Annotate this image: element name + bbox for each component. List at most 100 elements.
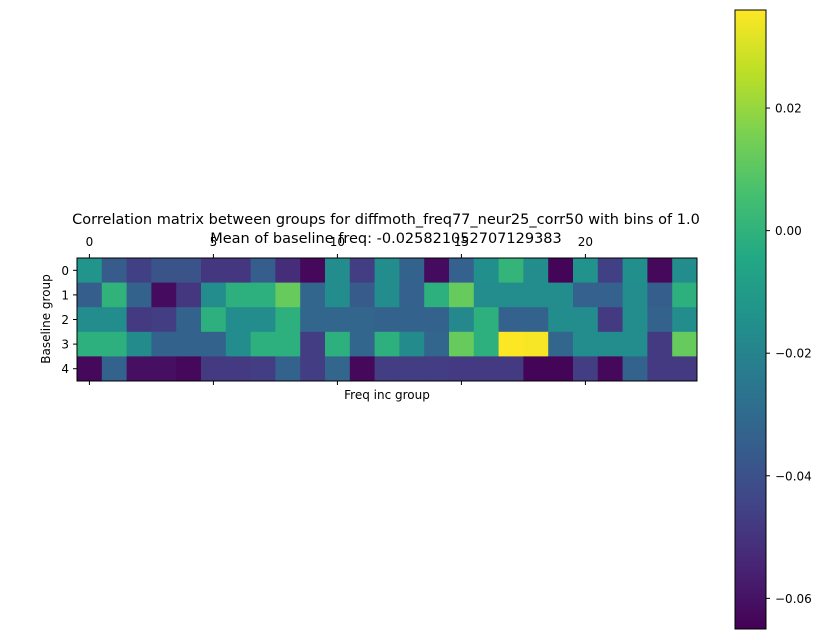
heatmap-cell-r2-c17 [498, 307, 524, 333]
x-tick-label: 5 [210, 235, 218, 249]
heatmap-cell-r2-c3 [151, 307, 177, 333]
heatmap-cell-r3-c15 [449, 331, 475, 357]
heatmap-cell-r0-c18 [523, 258, 549, 284]
y-axis-label: Baseline group [39, 274, 53, 364]
heatmap-cell-r0-c4 [176, 258, 202, 284]
heatmap-cell-r0-c23 [647, 258, 673, 284]
heatmap-cell-r2-c22 [622, 307, 648, 333]
heatmap-cell-r3-c17 [498, 331, 524, 357]
heatmap-cell-r2-c2 [126, 307, 152, 333]
heatmap-cell-r4-c8 [275, 356, 301, 382]
heatmap-cell-r1-c8 [275, 282, 301, 308]
colorbar-ticks: 0.02 0.00 −0.02 −0.04 −0.06 [766, 102, 812, 606]
heatmap-cell-r2-c19 [548, 307, 574, 333]
heatmap-cell-r0-c20 [573, 258, 599, 284]
heatmap-cell-r3-c4 [176, 331, 202, 357]
heatmap-cell-r0-c1 [101, 258, 128, 284]
x-tick-label: 0 [86, 235, 94, 249]
heatmap-cell-r1-c19 [548, 282, 574, 308]
heatmap-cell-r4-c13 [399, 356, 425, 382]
heatmap-cell-r2-c9 [300, 307, 326, 333]
heatmap-cell-r2-c13 [399, 307, 425, 333]
y-tick-label: 4 [61, 362, 69, 376]
heatmap-cell-r1-c17 [498, 282, 524, 308]
x-tick-label: 10 [330, 235, 345, 249]
heatmap-cell-r1-c4 [176, 282, 202, 308]
heatmap-cell-r4-c6 [225, 356, 252, 382]
heatmap-cell-r0-c6 [225, 258, 252, 284]
heatmap-cell-r1-c6 [225, 282, 252, 308]
heatmap-cell-r3-c20 [573, 331, 599, 357]
heatmap-cell-r0-c0 [77, 258, 103, 284]
heatmap-cell-r2-c18 [523, 307, 549, 333]
heatmap-cell-r2-c6 [225, 307, 252, 333]
colorbar-tick-label: −0.06 [775, 592, 812, 606]
heatmap-cell-r3-c18 [523, 331, 549, 357]
heatmap-cell-r0-c15 [449, 258, 475, 284]
heatmap-cell-r3-c12 [374, 331, 400, 357]
heatmap-cell-r4-c2 [126, 356, 152, 382]
heatmap-cell-r0-c21 [597, 258, 624, 284]
heatmap-cell-r4-c11 [349, 356, 376, 382]
heatmap-cell-r1-c5 [201, 282, 227, 308]
heatmap-cell-r3-c9 [300, 331, 326, 357]
heatmap-cell-r1-c1 [101, 282, 128, 308]
heatmap-cell-r0-c2 [126, 258, 152, 284]
heatmap-cell-r2-c14 [424, 307, 450, 333]
y-tick-label: 3 [61, 338, 69, 352]
heatmap-cell-r0-c12 [374, 258, 400, 284]
heatmap-cell-r2-c5 [201, 307, 227, 333]
heatmap-cell-r0-c17 [498, 258, 524, 284]
heatmap-cell-r3-c2 [126, 331, 152, 357]
heatmap-cell-r3-c19 [548, 331, 574, 357]
heatmap-cell-r2-c11 [349, 307, 376, 333]
heatmap-cell-r4-c23 [647, 356, 673, 382]
heatmap-cell-r2-c20 [573, 307, 599, 333]
heatmap-cell-r3-c11 [349, 331, 376, 357]
heatmap-cell-r4-c19 [548, 356, 574, 382]
heatmap-cell-r1-c22 [622, 282, 648, 308]
heatmap-cell-r1-c10 [325, 282, 351, 308]
heatmap-cell-r4-c9 [300, 356, 326, 382]
heatmap-cell-r2-c4 [176, 307, 202, 333]
heatmap-cell-r1-c14 [424, 282, 450, 308]
heatmap-cell-r1-c20 [573, 282, 599, 308]
heatmap-cell-r3-c6 [225, 331, 252, 357]
heatmap-cell-r1-c21 [597, 282, 624, 308]
heatmap-cell-r1-c0 [77, 282, 103, 308]
heatmap-cell-r1-c3 [151, 282, 177, 308]
heatmap-cell-r2-c21 [597, 307, 624, 333]
heatmap-cell-r1-c2 [126, 282, 152, 308]
heatmap-cell-r0-c9 [300, 258, 326, 284]
colorbar [734, 9, 767, 630]
x-axis-ticks: 0 5 10 15 20 [86, 235, 593, 385]
heatmap-cell-r2-c23 [647, 307, 673, 333]
heatmap-cell-r4-c5 [201, 356, 227, 382]
chart-title-line1: Correlation matrix between groups for di… [72, 212, 700, 228]
heatmap-cell-r2-c0 [77, 307, 103, 333]
heatmap-cell-r1-c13 [399, 282, 425, 308]
colorbar-tick-label: −0.04 [775, 469, 812, 483]
heatmap-cell-r0-c19 [548, 258, 574, 284]
heatmap-cell-r1-c9 [300, 282, 326, 308]
heatmap-cell-r0-c24 [672, 258, 698, 284]
heatmap-cell-r1-c23 [647, 282, 673, 308]
heatmap-cell-r2-c10 [325, 307, 351, 333]
heatmap-cell-r4-c0 [77, 356, 103, 382]
heatmap-cell-r4-c20 [573, 356, 599, 382]
heatmap-cell-r0-c13 [399, 258, 425, 284]
heatmap-cell-r2-c1 [101, 307, 128, 333]
heatmap-cell-r4-c14 [424, 356, 450, 382]
heatmap-cell-r3-c13 [399, 331, 425, 357]
heatmap-cell-r3-c1 [101, 331, 128, 357]
heatmap-cell-r0-c7 [250, 258, 276, 284]
heatmap-cell-r3-c23 [647, 331, 673, 357]
heatmap-cell-r4-c1 [101, 356, 128, 382]
heatmap-cell-r2-c24 [672, 307, 698, 333]
heatmap-cell-r0-c11 [349, 258, 376, 284]
y-tick-label: 2 [61, 313, 69, 327]
x-tick-label: 20 [578, 235, 593, 249]
heatmap-cell-r4-c21 [597, 356, 624, 382]
heatmap-cell-r4-c18 [523, 356, 549, 382]
